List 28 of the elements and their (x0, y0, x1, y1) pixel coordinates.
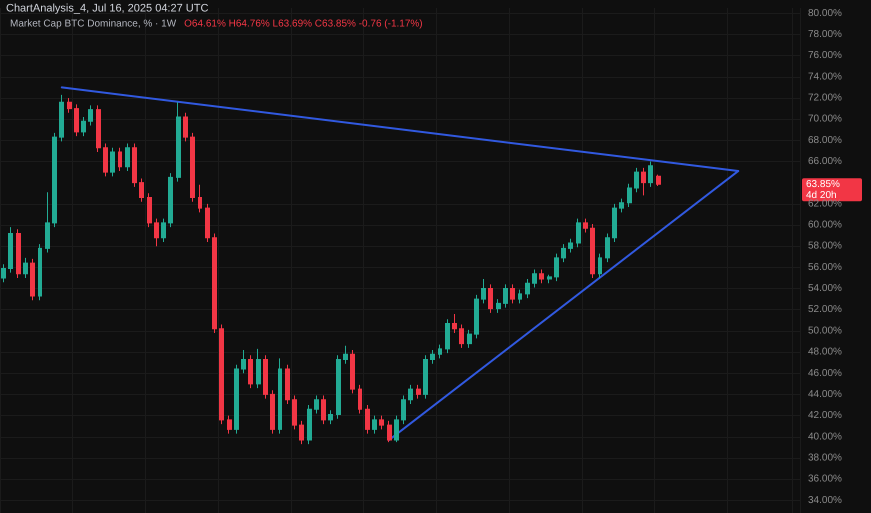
y-tick-label: 68.00% (808, 134, 842, 146)
y-tick-label: 40.00% (808, 431, 842, 442)
y-tick-label: 42.00% (808, 410, 842, 422)
y-tick-label: 50.00% (808, 325, 842, 336)
y-tick-label: 56.00% (808, 262, 842, 273)
annotation: O64.61% H64.76% L63.69% C63.85% -0.76 (-1.17%) (184, 18, 423, 30)
y-tick-label: 48.00% (808, 346, 842, 358)
y-tick-label: 80.00% (808, 8, 842, 19)
chart-title: ChartAnalysis_4, Jul 16, 2025 04:27 UTC (6, 2, 208, 14)
y-tick-label: 52.00% (808, 304, 842, 316)
y-tick-label: 34.00% (808, 494, 842, 506)
text: 4d 20h (806, 190, 837, 201)
y-tick-label: 78.00% (808, 28, 842, 40)
text: 63.85% (806, 178, 840, 190)
y-tick-label: 58.00% (808, 240, 842, 252)
y-tick-label: 46.00% (808, 368, 842, 379)
y-tick-label: 62.00% (808, 198, 842, 210)
y-tick-label: 72.00% (808, 92, 842, 104)
text: Market Cap BTC Dominance, % · 1W (10, 18, 177, 30)
y-tick-label: 36.00% (808, 474, 842, 485)
y-tick-label: 74.00% (808, 71, 842, 82)
y-tick-label: 54.00% (808, 283, 842, 294)
y-tick-label: 66.00% (808, 156, 842, 168)
y-tick-label: 70.00% (808, 114, 842, 125)
y-tick-label: 60.00% (808, 220, 842, 231)
y-tick-label: 44.00% (808, 388, 842, 400)
y-tick-label: 38.00% (808, 452, 842, 464)
y-tick-label: 76.00% (808, 50, 842, 62)
